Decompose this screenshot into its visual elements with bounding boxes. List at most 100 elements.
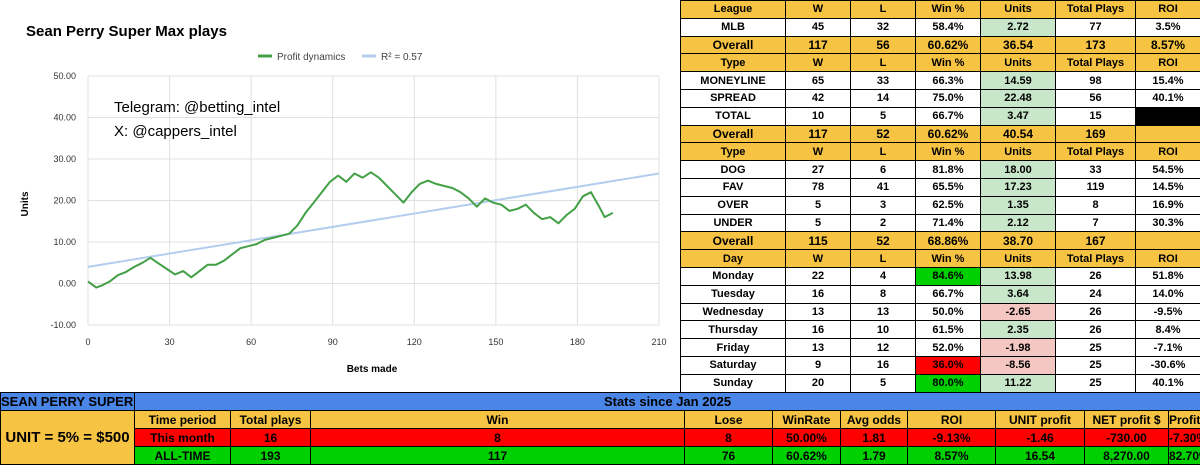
cell-l: 13	[850, 302, 916, 322]
overall-units: 36.54	[980, 35, 1056, 55]
header-roi: ROI	[1135, 249, 1200, 268]
table-row: Tuesday 16 8 66.7% 3.64 24 14.0%	[680, 284, 1200, 304]
cell-l: 2	[850, 213, 916, 233]
all-time-unit-profit: 16.54	[995, 446, 1085, 465]
cell-w: 65	[785, 71, 851, 90]
cell-l: 6	[850, 160, 916, 179]
x-tick-label: 120	[407, 337, 422, 347]
legend-trend-label: R² = 0.57	[381, 52, 423, 63]
header-w: W	[785, 0, 851, 19]
cell-w: 20	[785, 373, 851, 393]
cell-units: 2.72	[980, 17, 1056, 37]
cell-win-pct: 84.6%	[915, 266, 981, 286]
header-l: L	[850, 53, 916, 73]
cell-win-pct: 66.7%	[915, 284, 981, 304]
cell-roi: 40.1%	[1135, 88, 1200, 108]
header-time-period: Time period	[134, 410, 231, 429]
x-tick-label: 30	[165, 337, 175, 347]
overall-w: 115	[785, 231, 851, 251]
table-header-row: Type W L Win % Units Total Plays ROI	[680, 53, 1200, 73]
header-units: Units	[980, 142, 1056, 162]
cell-total-plays: 56	[1055, 88, 1136, 108]
overall-row: Overall 117 56 60.62% 36.54 173 8.57%	[680, 35, 1200, 55]
unit-size-label: UNIT = 5% = $500	[0, 410, 135, 465]
header-roi: ROI	[1135, 142, 1200, 162]
header-label: League	[680, 0, 786, 19]
header-l: L	[850, 142, 916, 162]
overall-total-plays: 167	[1055, 231, 1136, 251]
cell-win-pct: 80.0%	[915, 373, 981, 393]
all-time-avg-odds: 1.79	[840, 446, 908, 465]
summary-table: SEAN PERRY SUPERMAX Stats since Jan 2025…	[0, 392, 1200, 465]
cell-win-pct: 58.4%	[915, 17, 981, 37]
all-time-roi: 8.57%	[907, 446, 996, 465]
cell-total-plays: 119	[1055, 177, 1136, 197]
table-row: Sunday 20 5 80.0% 11.22 25 40.1%	[680, 373, 1200, 393]
x-axis-label: Bets made	[347, 364, 398, 375]
this-month-total: 16	[230, 428, 311, 447]
chart-legend: Profit dynamics R² = 0.57	[258, 52, 423, 63]
all-time-period: ALL-TIME	[134, 446, 231, 465]
all-time-total: 193	[230, 446, 311, 465]
table-header-row: League W L Win % Units Total Plays ROI	[680, 0, 1200, 19]
cell-units: 2.35	[980, 320, 1056, 340]
table-row: UNDER 5 2 71.4% 2.12 7 30.3%	[680, 213, 1200, 233]
x-handle: X: @cappers_intel	[114, 123, 237, 140]
x-tick-label: 180	[570, 337, 585, 347]
header-w: W	[785, 53, 851, 73]
cell-l: 14	[850, 88, 916, 108]
cell-total-plays: 25	[1055, 373, 1136, 393]
cell-win-pct: 66.3%	[915, 71, 981, 90]
stats-since-label: Stats since Jan 2025	[133, 392, 1200, 411]
cell-l: 5	[850, 106, 916, 126]
overall-total-plays: 173	[1055, 35, 1136, 55]
cell-l: 5	[850, 373, 916, 393]
cell-win-pct: 61.5%	[915, 320, 981, 340]
cell-win-pct: 66.7%	[915, 106, 981, 126]
this-month-net-profit: -730.00	[1084, 428, 1169, 447]
cell-l: 10	[850, 320, 916, 340]
cell-roi: 3.5%	[1135, 17, 1200, 37]
cell-w: 16	[785, 284, 851, 304]
cell-units: -1.98	[980, 338, 1056, 357]
profit-chart: Sean Perry Super Max plays Profit dynami…	[0, 0, 680, 392]
header-label: Type	[680, 142, 786, 162]
cell-units: 22.48	[980, 88, 1056, 108]
table-row: Friday 13 12 52.0% -1.98 25 -7.1%	[680, 338, 1200, 357]
header-profit-pct: Profit %	[1167, 410, 1200, 429]
cell-total-plays: 7	[1055, 213, 1136, 233]
this-month-win: 8	[310, 428, 685, 447]
cell-w: 22	[785, 266, 851, 286]
profit-line	[87, 171, 614, 289]
cell-roi: 14.0%	[1135, 284, 1200, 304]
x-tick-label: 90	[328, 337, 338, 347]
table-row: Saturday 9 16 36.0% -8.56 25 -30.6%	[680, 355, 1200, 375]
cell-roi	[1135, 106, 1200, 126]
cell-total-plays: 25	[1055, 355, 1136, 375]
header-total-plays: Total Plays	[1055, 53, 1136, 73]
x-axis-ticks: 0 30 60 90 120 150 180 210	[85, 337, 666, 347]
cell-units: 17.23	[980, 177, 1056, 197]
this-month-winrate: 50.00%	[772, 428, 841, 447]
cell-label: DOG	[680, 160, 786, 179]
cell-w: 5	[785, 195, 851, 215]
x-tick-label: 0	[85, 337, 90, 347]
cell-units: 3.47	[980, 106, 1056, 126]
cell-label: SPREAD	[680, 88, 786, 108]
table-row: Thursday 16 10 61.5% 2.35 26 8.4%	[680, 320, 1200, 340]
cell-label: Tuesday	[680, 284, 786, 304]
cell-win-pct: 71.4%	[915, 213, 981, 233]
cell-units: -2.65	[980, 302, 1056, 322]
cell-win-pct: 75.0%	[915, 88, 981, 108]
y-axis-label: Units	[20, 191, 31, 216]
cell-label: TOTAL	[680, 106, 786, 126]
cell-roi: 14.5%	[1135, 177, 1200, 197]
overall-roi	[1135, 124, 1200, 144]
header-l: L	[850, 0, 916, 19]
header-label: Day	[680, 249, 786, 268]
y-tick-label: 0.00	[58, 279, 76, 289]
legend-profit-label: Profit dynamics	[277, 52, 345, 63]
x-tick-label: 60	[246, 337, 256, 347]
cell-w: 13	[785, 338, 851, 357]
this-month-lose: 8	[684, 428, 773, 447]
